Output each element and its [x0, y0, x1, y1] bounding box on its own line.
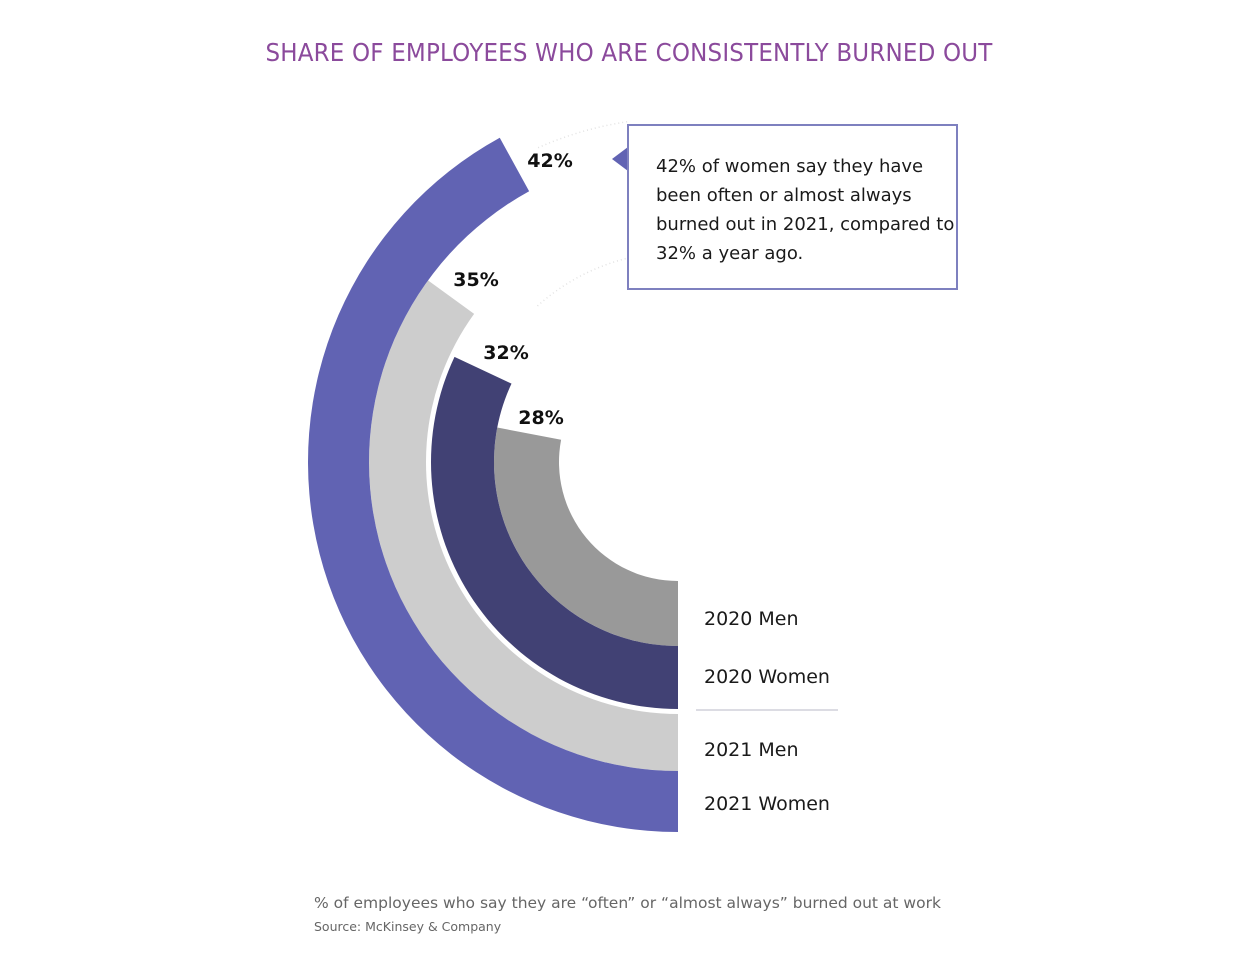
- legend-label: 2021 Women: [704, 793, 830, 815]
- callout-pointer: [612, 147, 628, 171]
- legend-label: 2020 Women: [704, 666, 830, 688]
- guide-arc: [537, 120, 631, 149]
- arc-2020-men: [494, 427, 678, 646]
- arc-2020-women: [431, 356, 678, 709]
- legend-label: 2020 Men: [704, 608, 799, 630]
- value-label: 35%: [453, 269, 498, 291]
- arc-group: [307, 137, 678, 832]
- chart-title: SHARE OF EMPLOYEES WHO ARE CONSISTENTLY …: [265, 38, 993, 67]
- source-note: Source: McKinsey & Company: [314, 919, 502, 934]
- annotation-text: 42% of women say they have been often or…: [656, 156, 955, 264]
- arc-2021-men: [369, 280, 678, 772]
- annotation-callout: 42% of women say they have been often or…: [627, 124, 958, 290]
- guide-arcs: [536, 120, 649, 307]
- footnote: % of employees who say they are “often” …: [314, 894, 941, 912]
- legend: 2020 Men 2020 Women 2021 Men 2021 Women: [704, 608, 830, 815]
- value-labels: 28% 32% 35% 42%: [453, 150, 572, 429]
- value-label: 32%: [483, 342, 528, 364]
- value-label: 42%: [527, 150, 572, 172]
- arc-2021-women: [307, 137, 678, 832]
- value-label: 28%: [518, 407, 563, 429]
- legend-label: 2021 Men: [704, 739, 799, 761]
